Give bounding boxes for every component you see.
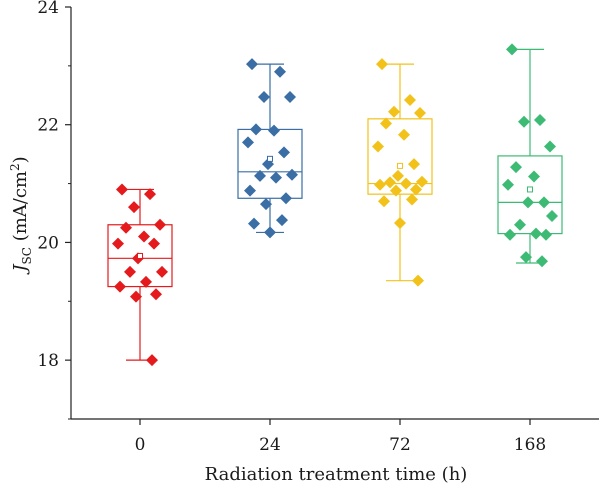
- y-axis-label-end: ): [10, 156, 31, 163]
- y-axis-label-rest: (mA/cm: [10, 171, 31, 247]
- y-tick-label: 22: [37, 116, 59, 136]
- data-point: [522, 196, 534, 209]
- data-point: [534, 114, 546, 127]
- data-point: [374, 178, 386, 191]
- data-point: [138, 230, 150, 243]
- mean-marker: [527, 186, 533, 193]
- data-point: [280, 192, 292, 205]
- data-point: [268, 124, 280, 137]
- data-point: [414, 106, 426, 119]
- data-point: [390, 184, 402, 197]
- data-point: [246, 58, 258, 71]
- y-tick-label: 18: [37, 351, 59, 371]
- box-group-0: [107, 183, 173, 367]
- data-point: [156, 265, 168, 278]
- data-point: [250, 123, 262, 136]
- data-point: [544, 140, 556, 153]
- data-point: [260, 198, 272, 211]
- data-point: [242, 136, 254, 149]
- data-point: [540, 228, 552, 241]
- box-iqr: [367, 118, 433, 195]
- data-point: [376, 58, 388, 71]
- data-point: [406, 193, 418, 206]
- data-point: [372, 140, 384, 153]
- data-point: [410, 183, 422, 196]
- data-point: [148, 237, 160, 250]
- box-iqr: [107, 224, 173, 288]
- data-point: [378, 195, 390, 208]
- data-point: [284, 91, 296, 104]
- data-point: [502, 178, 514, 191]
- x-tick-label: 72: [389, 435, 411, 455]
- data-point: [114, 280, 126, 293]
- data-point: [530, 227, 542, 240]
- data-point: [538, 196, 550, 209]
- data-point: [528, 170, 540, 183]
- data-point: [264, 226, 276, 239]
- data-point: [384, 176, 396, 189]
- data-point: [394, 217, 406, 230]
- data-point: [116, 183, 128, 196]
- data-point: [404, 93, 416, 106]
- data-point: [398, 128, 410, 141]
- y-tick-label: 20: [37, 233, 59, 253]
- data-point: [124, 265, 136, 278]
- x-axis-label: Radiation treatment time (h): [205, 464, 468, 485]
- data-point: [244, 184, 256, 197]
- mean-marker: [267, 155, 273, 162]
- data-point: [112, 237, 124, 250]
- data-point: [286, 168, 298, 181]
- data-point: [510, 161, 522, 174]
- data-point: [416, 175, 428, 188]
- data-point: [154, 218, 166, 231]
- box-group-72: [367, 58, 433, 287]
- data-point: [274, 65, 286, 78]
- data-point: [504, 228, 516, 241]
- mean-marker: [137, 252, 143, 259]
- x-tick-label: 168: [514, 435, 546, 455]
- data-point: [270, 171, 282, 184]
- data-point: [412, 274, 424, 287]
- y-axis-label-sup: 2: [8, 163, 22, 171]
- x-tick-label: 0: [135, 435, 146, 455]
- data-point: [514, 218, 526, 231]
- data-point: [128, 201, 140, 214]
- data-point: [150, 288, 162, 301]
- data-point: [278, 146, 290, 159]
- data-point: [380, 117, 392, 130]
- data-point: [248, 217, 260, 230]
- data-point: [388, 105, 400, 118]
- data-point: [120, 221, 132, 234]
- box-group-168: [497, 43, 563, 268]
- data-point: [408, 158, 420, 171]
- data-point: [506, 43, 518, 56]
- data-point: [146, 354, 158, 367]
- data-point: [144, 188, 156, 201]
- data-point: [536, 255, 548, 268]
- data-point: [518, 115, 530, 128]
- data-point: [400, 177, 412, 190]
- y-tick-label: 24: [37, 0, 59, 18]
- data-point: [520, 251, 532, 264]
- data-point: [392, 169, 404, 182]
- data-point: [140, 275, 152, 288]
- plot-area: [107, 43, 563, 367]
- data-point: [130, 290, 142, 303]
- y-axis-label-main: J: [10, 263, 31, 276]
- data-point: [258, 91, 270, 104]
- box-group-24: [237, 58, 303, 239]
- y-axis-label-sub: SC: [20, 247, 34, 264]
- data-point: [276, 214, 288, 227]
- x-tick-label: 24: [259, 435, 281, 455]
- box-iqr: [497, 155, 563, 235]
- data-point: [546, 209, 558, 222]
- data-point: [254, 169, 266, 182]
- mean-marker: [397, 162, 403, 169]
- y-axis-label: JSC (mA/cm2): [8, 156, 34, 275]
- axes: 18 20 22 24 0 24 72 168: [37, 0, 599, 455]
